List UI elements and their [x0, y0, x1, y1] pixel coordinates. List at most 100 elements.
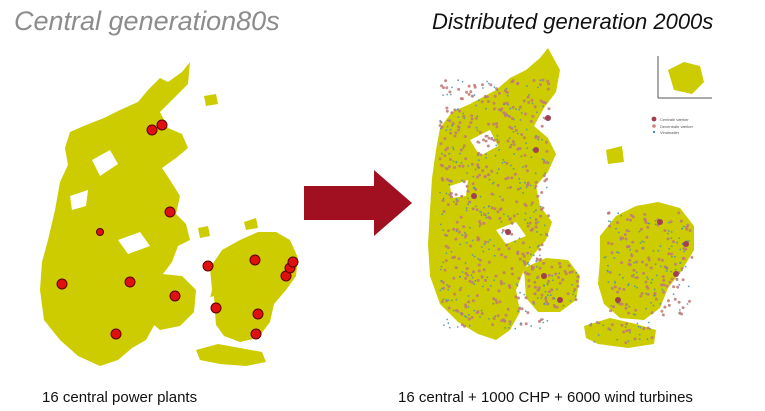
chp-plant-marker	[625, 218, 629, 221]
wind-turbine-marker	[472, 175, 475, 178]
wind-turbine-marker	[537, 221, 540, 224]
wind-turbine-marker	[627, 284, 630, 287]
central-plant-marker	[683, 241, 689, 247]
chp-plant-marker	[540, 191, 544, 194]
island-shape	[606, 146, 624, 164]
wind-turbine-marker	[527, 261, 529, 264]
wind-turbine-marker	[627, 340, 630, 343]
chp-plant-marker	[511, 140, 515, 144]
wind-turbine-marker	[538, 244, 540, 247]
chp-plant-marker	[688, 229, 692, 232]
wind-turbine-marker	[509, 323, 511, 326]
chp-plant-marker	[458, 121, 462, 125]
chp-plant-marker	[479, 222, 483, 226]
wind-turbine-marker	[641, 247, 644, 249]
chp-plant-marker	[536, 275, 540, 279]
wind-turbine-marker	[533, 303, 535, 305]
wind-turbine-marker	[615, 227, 617, 230]
chp-plant-marker	[470, 114, 474, 118]
wind-turbine-marker	[679, 261, 682, 264]
wind-turbine-marker	[439, 191, 441, 194]
wind-turbine-marker	[680, 269, 683, 272]
wind-turbine-marker	[448, 326, 451, 329]
wind-turbine-marker	[526, 147, 529, 150]
chp-plant-marker	[520, 133, 524, 136]
chp-plant-marker	[502, 111, 506, 115]
wind-turbine-marker	[614, 280, 616, 283]
wind-turbine-marker	[652, 250, 655, 252]
chp-plant-marker	[675, 278, 679, 281]
chp-plant-marker	[498, 108, 501, 112]
inset-frame	[657, 56, 712, 99]
chp-plant-marker	[558, 281, 562, 285]
wind-turbine-marker	[530, 156, 533, 159]
wind-turbine-marker	[447, 322, 450, 325]
wind-turbine-marker	[678, 312, 681, 315]
wind-turbine-marker	[679, 248, 682, 251]
chp-plant-marker	[457, 128, 460, 132]
wind-turbine-marker	[657, 249, 660, 252]
chp-plant-marker	[522, 136, 526, 140]
wind-turbine-marker	[525, 142, 527, 145]
wind-turbine-marker	[618, 273, 621, 276]
chp-plant-marker	[480, 275, 484, 279]
chp-plant-marker	[468, 279, 472, 283]
wind-turbine-marker	[665, 266, 668, 269]
chp-plant-marker	[447, 229, 451, 233]
chp-plant-marker	[455, 220, 459, 224]
chp-plant-marker	[480, 100, 484, 104]
wind-turbine-marker	[536, 111, 538, 114]
wind-turbine-marker	[497, 168, 500, 171]
wind-turbine-marker	[645, 292, 647, 295]
chp-plant-marker	[536, 135, 540, 139]
chp-plant-marker	[625, 229, 629, 233]
wind-turbine-marker	[521, 166, 524, 168]
chp-plant-marker	[449, 158, 452, 161]
chp-plant-marker	[492, 101, 496, 105]
wind-turbine-marker	[507, 327, 510, 329]
chp-plant-marker	[439, 142, 443, 146]
chp-plant-marker	[445, 177, 449, 181]
wind-turbine-marker	[671, 255, 673, 258]
chp-plant-marker	[469, 90, 473, 94]
wind-turbine-marker	[535, 134, 537, 137]
wind-turbine-marker	[450, 299, 453, 302]
chp-plant-marker	[443, 137, 447, 141]
chp-plant-marker	[521, 241, 525, 245]
wind-turbine-marker	[439, 223, 442, 226]
wind-turbine-marker	[642, 241, 645, 243]
wind-turbine-marker	[491, 182, 494, 185]
wind-turbine-marker	[632, 313, 635, 316]
wind-turbine-marker	[455, 198, 458, 201]
chp-plant-marker	[498, 208, 502, 211]
chp-plant-marker	[495, 301, 499, 305]
wind-turbine-marker	[448, 152, 451, 155]
chp-plant-marker	[521, 252, 525, 256]
chp-plant-marker	[516, 82, 519, 86]
chp-plant-marker	[540, 243, 544, 247]
wind-turbine-marker	[571, 283, 574, 286]
wind-turbine-marker	[651, 278, 654, 281]
wind-turbine-marker	[518, 178, 521, 180]
chp-plant-marker	[665, 284, 669, 288]
wind-turbine-marker	[489, 239, 492, 241]
wind-turbine-marker	[688, 240, 690, 243]
chp-plant-marker	[462, 144, 466, 148]
wind-turbine-marker	[614, 282, 616, 284]
chp-plant-marker	[524, 296, 528, 300]
wind-turbine-marker	[501, 231, 504, 234]
wind-turbine-marker	[654, 263, 657, 266]
chp-plant-marker	[522, 99, 526, 103]
wind-turbine-marker	[467, 305, 470, 308]
chp-plant-marker	[447, 306, 451, 310]
central-generation-map	[40, 62, 299, 366]
wind-turbine-marker	[441, 287, 443, 290]
chp-plant-marker	[679, 219, 683, 223]
chp-plant-marker	[624, 341, 628, 345]
chp-plant-marker	[545, 177, 549, 181]
wind-turbine-marker	[544, 172, 547, 175]
wind-turbine-marker	[553, 297, 556, 300]
chp-plant-marker	[458, 164, 462, 168]
wind-turbine-marker	[502, 159, 505, 161]
chp-plant-marker	[478, 130, 482, 134]
